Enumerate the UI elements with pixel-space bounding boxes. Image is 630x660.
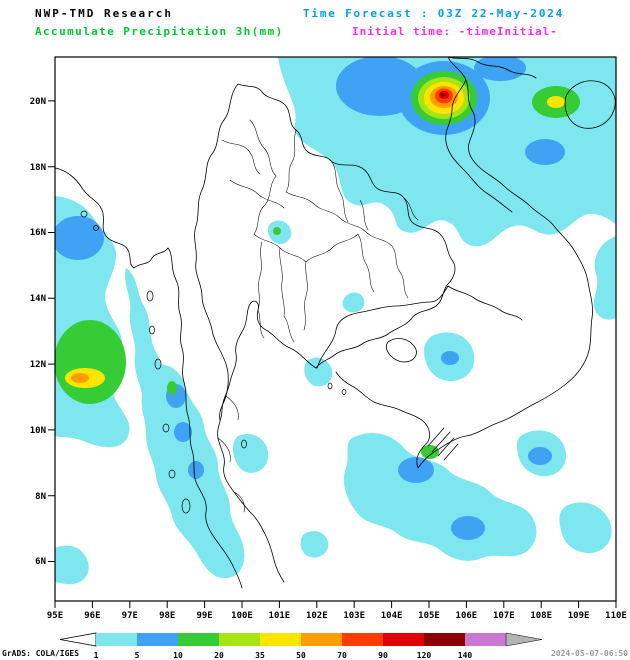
island-outline — [327, 382, 333, 390]
lon-label: 99E — [196, 611, 212, 621]
precip-shading-band9 — [440, 93, 446, 97]
country-borders — [194, 79, 523, 421]
colorbar: 1 5 10 20 35 50 70 90 120 140 — [59, 632, 543, 660]
colorbar-level-label: 5 — [135, 651, 140, 660]
island-outline — [93, 225, 99, 231]
colorbar-segment — [383, 633, 424, 646]
precip-blob — [474, 57, 526, 81]
lon-label: 109E — [568, 611, 590, 621]
precip-blob — [174, 422, 192, 442]
lat-axis: 20N 18N 16N 14N 12N 10N 8N 6N — [30, 97, 46, 567]
colorbar-level-label: 120 — [417, 651, 432, 660]
precip-blob — [167, 381, 177, 395]
precip-blob — [441, 351, 459, 365]
colorbar-level-label: 140 — [458, 651, 473, 660]
island-outline — [341, 389, 347, 395]
grads-credit: GrADS: COLA/IGES — [2, 649, 79, 658]
lat-label: 20N — [30, 97, 46, 107]
island-outline — [241, 439, 247, 449]
colorbar-level-label: 10 — [173, 651, 183, 660]
colorbar-labels: 1 5 10 20 35 50 70 90 120 140 — [94, 651, 473, 660]
precip-blob — [525, 139, 565, 165]
precip-blob — [55, 216, 104, 260]
initial-time: Initial time: -timeInitial- — [352, 25, 558, 38]
product-title: NWP-TMD Research — [35, 7, 173, 20]
render-timestamp: 2024-05-07-06:50 — [551, 649, 628, 658]
lon-label: 100E — [231, 611, 253, 621]
variable-title: Accumulate Precipitation 3h(mm) — [35, 25, 284, 38]
colorbar-segment — [219, 633, 260, 646]
colorbar-level-label: 35 — [255, 651, 265, 660]
colorbar-level-label: 50 — [296, 651, 306, 660]
precip-blob — [71, 373, 89, 383]
lon-label: 108E — [530, 611, 552, 621]
precip-blob — [528, 447, 552, 465]
lat-label: 16N — [30, 228, 46, 238]
precip-shading-band1 — [55, 57, 616, 585]
hatch-marks — [427, 427, 459, 461]
lon-label: 101E — [269, 611, 291, 621]
map-plot: 20N 18N 16N 14N 12N 10N 8N 6N 95E 96E 97… — [30, 56, 627, 621]
lon-label: 107E — [493, 611, 515, 621]
lon-label: 103E — [343, 611, 365, 621]
lat-label: 14N — [30, 294, 46, 304]
precip-blob — [421, 445, 439, 459]
province-boundaries — [217, 119, 419, 513]
lon-label: 110E — [605, 611, 627, 621]
header: NWP-TMD Research Accumulate Precipitatio… — [35, 7, 564, 38]
colorbar-level-label: 90 — [378, 651, 388, 660]
colorbar-segment — [424, 633, 465, 646]
colorbar-segment — [465, 633, 506, 646]
lon-label: 95E — [47, 611, 63, 621]
lon-label: 104E — [381, 611, 403, 621]
map-frame — [54, 56, 617, 602]
island-outline — [154, 358, 162, 370]
lat-ticks — [48, 100, 55, 562]
lon-label: 98E — [159, 611, 175, 621]
colorbar-segment — [178, 633, 219, 646]
precip-blob — [547, 96, 565, 108]
lat-label: 6N — [35, 557, 46, 567]
colorbar-underflow-arrow — [59, 632, 97, 647]
lat-label: 8N — [35, 492, 46, 502]
island-outline — [146, 290, 154, 302]
colorbar-level-label: 1 — [94, 651, 99, 660]
island-outline — [149, 325, 155, 335]
lon-label: 106E — [456, 611, 478, 621]
island-outline — [162, 423, 170, 433]
lat-label: 12N — [30, 360, 46, 370]
footer: GrADS: COLA/IGES 2024-05-07-06:50 — [2, 649, 628, 658]
precip-blob — [55, 320, 126, 404]
lon-label: 96E — [84, 611, 100, 621]
islands — [80, 210, 347, 514]
island-outline — [168, 469, 176, 479]
precip-blob — [398, 457, 434, 483]
colorbar-level-label: 20 — [214, 651, 224, 660]
colorbar-segment — [260, 633, 301, 646]
colorbar-overflow-arrow — [505, 632, 543, 647]
lon-label: 102E — [306, 611, 328, 621]
colorbar-segment — [301, 633, 342, 646]
colorbar-segment — [342, 633, 383, 646]
colorbar-level-label: 70 — [337, 651, 347, 660]
forecast-time: Time Forecast : 03Z 22-May-2024 — [303, 7, 564, 20]
precip-blob — [451, 516, 485, 540]
colorbar-segment — [96, 633, 137, 646]
lat-label: 18N — [30, 163, 46, 173]
precip-blob — [188, 461, 204, 479]
lon-label: 105E — [418, 611, 440, 621]
map-content — [55, 57, 616, 589]
coastline — [55, 57, 616, 589]
precip-blob — [273, 227, 281, 235]
island-outline — [181, 498, 191, 514]
colorbar-segment — [137, 633, 178, 646]
lon-ticks — [54, 601, 617, 608]
island-outline — [80, 210, 88, 218]
lat-label: 10N — [30, 426, 46, 436]
lon-label: 97E — [122, 611, 138, 621]
lon-axis: 95E 96E 97E 98E 99E 100E 101E 102E 103E … — [47, 611, 627, 621]
